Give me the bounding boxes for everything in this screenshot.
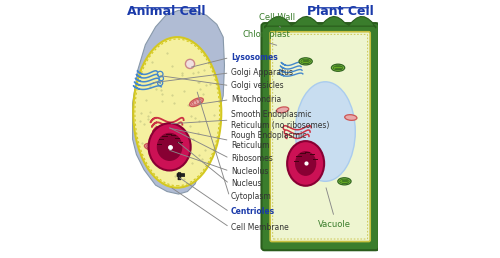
Ellipse shape: [158, 133, 182, 160]
FancyBboxPatch shape: [270, 32, 370, 241]
Text: Rough Endoplasmic
Reticulum: Rough Endoplasmic Reticulum: [231, 131, 306, 150]
Ellipse shape: [332, 64, 344, 71]
Ellipse shape: [338, 178, 351, 185]
Ellipse shape: [333, 66, 343, 70]
FancyBboxPatch shape: [177, 174, 184, 176]
Text: Chloroplast: Chloroplast: [242, 30, 290, 39]
Ellipse shape: [190, 98, 203, 107]
Ellipse shape: [299, 58, 312, 65]
Text: Animal Cell: Animal Cell: [126, 5, 205, 18]
Text: Cell Membrane: Cell Membrane: [231, 223, 288, 232]
Text: Cell Wall: Cell Wall: [258, 13, 295, 22]
Ellipse shape: [287, 141, 324, 186]
Ellipse shape: [148, 123, 190, 171]
Circle shape: [186, 59, 194, 69]
Ellipse shape: [296, 152, 316, 175]
Polygon shape: [132, 10, 224, 194]
Text: Golgi Apparatus: Golgi Apparatus: [231, 68, 293, 77]
Text: Lysosomes: Lysosomes: [231, 53, 278, 62]
Text: Vacuole: Vacuole: [318, 220, 350, 229]
Text: Cytoplasm: Cytoplasm: [231, 192, 272, 201]
Text: Mitochondria: Mitochondria: [231, 95, 281, 104]
Ellipse shape: [144, 143, 159, 150]
Ellipse shape: [301, 59, 310, 63]
Ellipse shape: [276, 107, 288, 113]
Text: Centrioles: Centrioles: [231, 207, 275, 216]
Ellipse shape: [133, 37, 222, 188]
Ellipse shape: [340, 179, 349, 183]
Text: Nucleus: Nucleus: [231, 179, 262, 188]
FancyBboxPatch shape: [262, 23, 379, 250]
Text: Golgi vesicles: Golgi vesicles: [231, 81, 283, 90]
Ellipse shape: [344, 115, 357, 120]
Ellipse shape: [296, 82, 356, 181]
Text: Plant Cell: Plant Cell: [307, 5, 374, 18]
Polygon shape: [264, 17, 376, 28]
Text: Nucleolus: Nucleolus: [231, 167, 268, 176]
FancyBboxPatch shape: [178, 173, 181, 180]
Text: Ribosomes: Ribosomes: [231, 154, 272, 163]
Text: Smooth Endoplasmic
Reticulum (no ribosomes): Smooth Endoplasmic Reticulum (no ribosom…: [231, 110, 329, 130]
